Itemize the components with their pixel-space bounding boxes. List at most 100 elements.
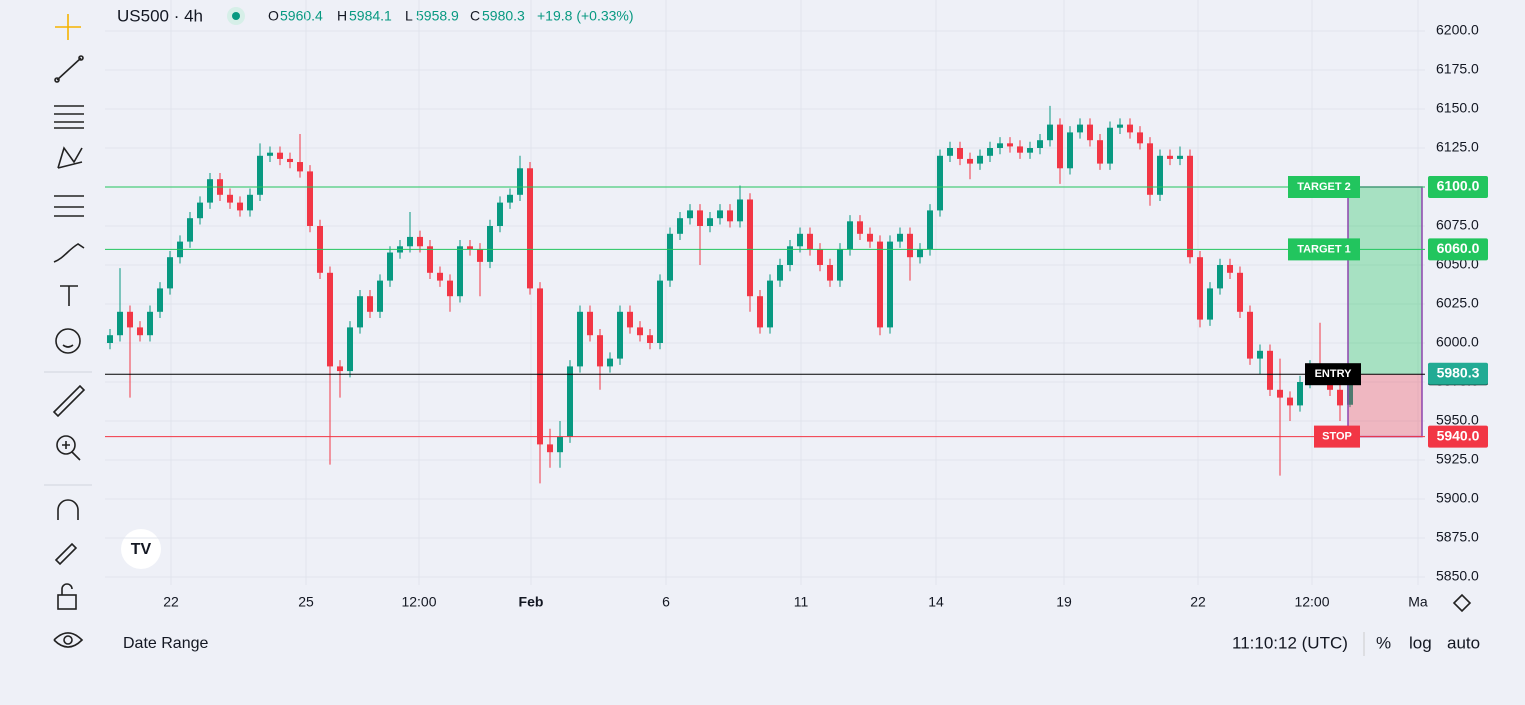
- price-tag-label: 6100.0: [1437, 178, 1480, 194]
- candle-body: [807, 233, 813, 250]
- candle-body: [507, 194, 513, 203]
- candle-body: [227, 194, 233, 203]
- candle-body: [1027, 148, 1033, 153]
- candle-body: [457, 246, 463, 297]
- candle-body: [997, 143, 1003, 148]
- x-tick-label: Feb: [519, 594, 544, 610]
- logo-mark: TV: [131, 541, 152, 558]
- candle-body: [547, 444, 553, 453]
- candle-body: [1067, 132, 1073, 169]
- candle-body: [787, 246, 793, 265]
- candle-body: [107, 335, 113, 343]
- profit-zone: [1348, 187, 1422, 375]
- clock: 11:10:12 (UTC): [1232, 633, 1348, 652]
- candle-body: [237, 202, 243, 211]
- candle-body: [667, 233, 673, 281]
- candle-body: [577, 311, 583, 367]
- y-tick-label: 6175.0: [1436, 61, 1479, 77]
- x-tick-label: 22: [1190, 594, 1206, 610]
- candle-body: [1017, 146, 1023, 153]
- candle-body: [1127, 124, 1133, 133]
- candle-body: [117, 311, 123, 336]
- y-tick-label: 6125.0: [1436, 139, 1479, 155]
- x-tick-label: 12:00: [401, 594, 436, 610]
- candle-body: [307, 171, 313, 226]
- price-tag: [1428, 238, 1488, 261]
- candle-body: [1347, 373, 1353, 405]
- candle-body: [1137, 132, 1143, 144]
- y-tick-label: 5900.0: [1436, 490, 1479, 506]
- candle-body: [417, 236, 423, 247]
- candle-body: [157, 288, 163, 312]
- candle-body: [1257, 350, 1263, 359]
- candle-body: [587, 311, 593, 336]
- candle-body: [367, 296, 373, 312]
- ohlc-value: 5984.1: [349, 8, 392, 24]
- candle-body: [607, 358, 613, 367]
- candle-body: [1287, 397, 1293, 406]
- candle-body: [187, 218, 193, 242]
- price-tag-label: 5940.0: [1437, 427, 1480, 443]
- plot: [105, 0, 1425, 585]
- candle-body: [917, 249, 923, 258]
- candle-body: [487, 226, 493, 262]
- candle-body: [267, 152, 273, 156]
- candle-body: [127, 311, 133, 328]
- candle-body: [677, 218, 683, 234]
- candle-body: [1097, 140, 1103, 164]
- candle-body: [847, 221, 853, 250]
- candle-body: [427, 246, 433, 273]
- symbol[interactable]: US500 · 4h: [117, 6, 203, 25]
- candle-body: [1107, 127, 1113, 164]
- ohlc-label: C: [470, 8, 480, 24]
- footer-button[interactable]: %: [1376, 633, 1391, 652]
- level-name: TARGET 2: [1297, 181, 1351, 193]
- ohlc-legend: O 5960.4 H 5984.1 L 5958.9 C 5980.3 +19.…: [268, 8, 634, 24]
- candle-body: [897, 233, 903, 242]
- y-tick-label: 5950.0: [1436, 412, 1479, 428]
- candle-body: [1147, 143, 1153, 195]
- candle-body: [297, 162, 303, 172]
- candle-body: [907, 233, 913, 258]
- candle-body: [957, 148, 963, 159]
- candle-body: [967, 158, 973, 164]
- candle-body: [557, 436, 563, 453]
- price-tag: [1428, 425, 1488, 448]
- x-tick-label: 14: [928, 594, 944, 610]
- candle-body: [1297, 382, 1303, 406]
- candle-body: [657, 280, 663, 343]
- y-tick-label: 6000.0: [1436, 334, 1479, 350]
- candle-body: [247, 194, 253, 211]
- candle-body: [197, 202, 203, 219]
- last-price-label: 5980.3: [1437, 364, 1480, 380]
- x-tick-label: 19: [1056, 594, 1072, 610]
- y-tick-label: 6075.0: [1436, 217, 1479, 233]
- candle-body: [287, 158, 293, 163]
- candle-body: [167, 257, 173, 289]
- footer-button[interactable]: log: [1409, 633, 1432, 652]
- candle-body: [327, 272, 333, 367]
- candle-body: [947, 148, 953, 156]
- candle-body: [777, 265, 783, 281]
- candle-body: [1337, 389, 1343, 406]
- candle-body: [827, 265, 833, 281]
- change: +19.8 (+0.33%): [537, 8, 634, 24]
- candle-body: [1207, 288, 1213, 320]
- candle-body: [1237, 272, 1243, 312]
- candle-body: [937, 155, 943, 211]
- candle-body: [437, 272, 443, 281]
- date-range[interactable]: Date Range: [123, 635, 208, 652]
- candle-body: [1167, 155, 1173, 159]
- candle-body: [477, 249, 483, 262]
- ohlc-value: 5960.4: [280, 8, 323, 24]
- x-tick-label: 22: [163, 594, 179, 610]
- x-tick-label: Ma: [1408, 594, 1428, 610]
- x-tick-label: 6: [662, 594, 670, 610]
- footer-button[interactable]: auto: [1447, 633, 1480, 652]
- candle-body: [797, 233, 803, 247]
- candle-body: [1077, 124, 1083, 133]
- logo[interactable]: [121, 529, 161, 569]
- status-dot: [232, 12, 240, 20]
- toolbar[interactable]: [52, 14, 1472, 648]
- candle-body: [737, 199, 743, 222]
